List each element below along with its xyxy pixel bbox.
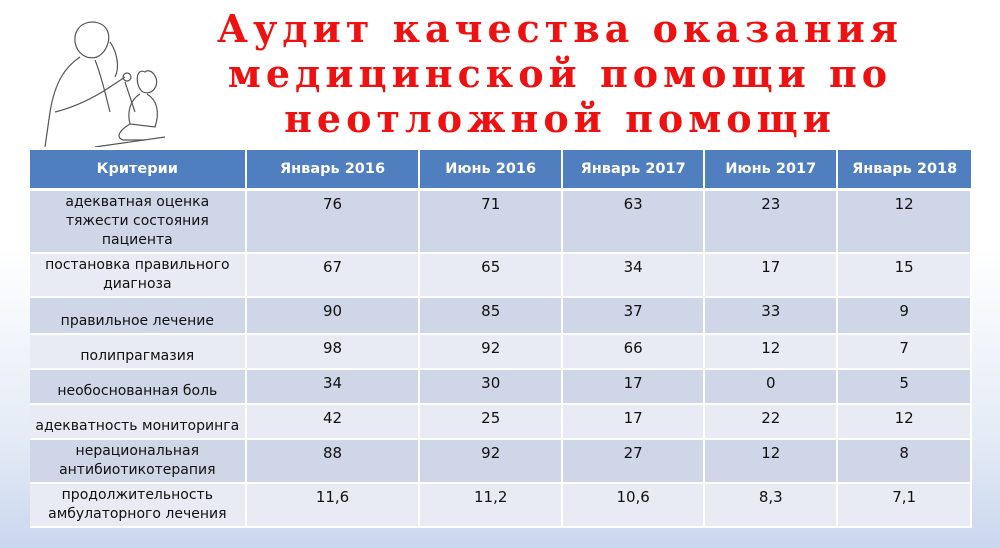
value-cell: 12 (837, 404, 972, 440)
value-cell: 37 (562, 297, 706, 335)
value-cell: 65 (419, 253, 563, 298)
table-row: полипрагмазия 98 92 66 12 7 (30, 334, 972, 370)
value-cell: 67 (245, 253, 421, 298)
table-row: адекватная оценка тяжести состояния паци… (30, 189, 972, 254)
value-cell: 17 (562, 404, 706, 440)
value-cell: 98 (245, 334, 421, 370)
value-cell: 7,1 (837, 483, 972, 528)
value-cell: 27 (562, 439, 706, 484)
value-cell: 25 (419, 404, 563, 440)
column-header: Январь 2018 (837, 150, 971, 191)
column-header: Критерии (30, 150, 247, 191)
value-cell: 12 (704, 439, 839, 484)
value-cell: 17 (704, 253, 839, 298)
value-cell: 63 (562, 189, 706, 254)
value-cell: 92 (419, 439, 563, 484)
value-cell: 15 (837, 253, 972, 298)
value-cell: 71 (419, 189, 563, 254)
value-cell: 90 (245, 297, 421, 335)
table-row: адекватность мониторинга 42 25 17 22 12 (30, 404, 972, 440)
value-cell: 88 (245, 439, 421, 484)
criterion-cell: адекватность мониторинга (30, 404, 247, 440)
value-cell: 10,6 (562, 483, 706, 528)
table-row: правильное лечение 90 85 37 33 9 (30, 297, 972, 335)
criterion-cell: продолжительность амбулаторного лечения (30, 483, 247, 528)
criterion-cell: правильное лечение (30, 297, 247, 335)
table-header-row: Критерии Январь 2016 Июнь 2016 Январь 20… (30, 150, 971, 191)
value-cell: 0 (704, 369, 839, 405)
value-cell: 17 (562, 369, 706, 405)
criterion-cell: необоснованная боль (30, 369, 247, 405)
value-cell: 8 (837, 439, 972, 484)
table-row: нерациональная антибиотикотерапия 88 92 27 1… (30, 439, 972, 484)
criterion-cell: полипрагмазия (30, 334, 247, 370)
table-row: продолжительность амбулаторного лечения 1… (30, 483, 972, 528)
value-cell: 23 (704, 189, 839, 254)
criterion-cell: постановка правильного диагноза (30, 253, 247, 298)
column-header: Январь 2017 (562, 150, 706, 191)
table-row: постановка правильного диагноза 67 65 34 17 1… (30, 253, 972, 298)
value-cell: 12 (837, 189, 972, 254)
value-cell: 8,3 (704, 483, 839, 528)
value-cell: 12 (704, 334, 839, 370)
value-cell: 30 (419, 369, 563, 405)
value-cell: 92 (419, 334, 563, 370)
value-cell: 42 (245, 404, 421, 440)
value-cell: 76 (245, 189, 421, 254)
value-cell: 9 (837, 297, 972, 335)
column-header: Июнь 2017 (704, 150, 839, 191)
value-cell: 34 (562, 253, 706, 298)
column-header: Июнь 2016 (419, 150, 563, 191)
criterion-cell: нерациональная антибиотикотерапия (30, 439, 247, 484)
page-title: Аудит качества оказания медицинской помо… (217, 6, 903, 141)
value-cell: 11,2 (419, 483, 563, 528)
criterion-cell: адекватная оценка тяжести состояния паци… (30, 189, 247, 254)
value-cell: 22 (704, 404, 839, 440)
table-row: необоснованная боль 34 30 17 0 5 (30, 369, 972, 405)
value-cell: 5 (837, 369, 972, 405)
value-cell: 33 (704, 297, 839, 335)
value-cell: 7 (837, 334, 972, 370)
value-cell: 66 (562, 334, 706, 370)
value-cell: 34 (245, 369, 421, 405)
audit-table: Критерии Январь 2016 Июнь 2016 Январь 20… (30, 150, 972, 528)
column-header: Январь 2016 (245, 150, 421, 191)
value-cell: 11,6 (245, 483, 421, 528)
doctor-child-illustration (44, 21, 166, 147)
value-cell: 85 (419, 297, 563, 335)
